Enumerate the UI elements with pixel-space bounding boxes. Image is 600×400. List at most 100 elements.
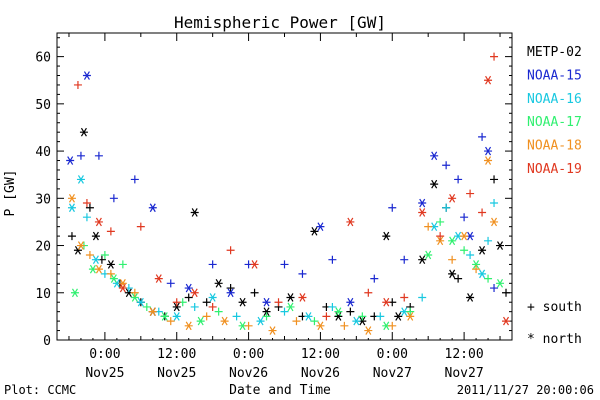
plot-credit: Plot: CCMC <box>4 383 76 397</box>
data-point-plus <box>328 255 337 264</box>
data-point-star <box>184 283 193 293</box>
x-tick-label-time: 12:00 <box>301 347 340 362</box>
series-noaa-16 <box>67 175 499 326</box>
data-point-plus <box>274 298 283 307</box>
data-point-plus <box>208 302 217 311</box>
data-point-plus <box>118 260 127 269</box>
data-point-star <box>430 179 439 189</box>
y-tick-label: 20 <box>35 240 51 255</box>
y-tick-label: 30 <box>35 192 51 207</box>
x-tick-label-date: Nov26 <box>229 366 268 381</box>
data-point-plus <box>109 194 118 203</box>
data-point-plus <box>478 208 487 217</box>
data-point-star <box>484 75 493 85</box>
data-point-plus <box>436 217 445 226</box>
data-point-plus <box>172 298 181 307</box>
data-point-plus <box>448 255 457 264</box>
legend-item-noaa-19: NOAA-19 <box>527 162 582 177</box>
data-point-star <box>418 255 427 265</box>
data-point-star <box>430 151 439 161</box>
data-point-plus <box>94 151 103 160</box>
data-point-star <box>220 316 229 326</box>
data-point-star <box>298 293 307 302</box>
data-point-plus <box>370 274 379 283</box>
data-point-star <box>382 231 391 241</box>
data-point-star <box>286 302 295 312</box>
data-point-plus <box>106 269 115 278</box>
legend-item-noaa-15: NOAA-15 <box>527 68 582 83</box>
data-point-plus <box>190 302 199 311</box>
data-point-star <box>406 312 415 321</box>
data-point-star <box>184 321 193 331</box>
data-point-plus <box>142 302 151 311</box>
plot-frame <box>56 32 513 341</box>
data-point-plus <box>130 288 139 297</box>
data-point-plus <box>136 222 145 231</box>
data-point-plus <box>100 250 109 259</box>
data-point-star <box>136 297 145 307</box>
x-tick-label-time: 0:00 <box>377 347 408 362</box>
data-point-star <box>66 156 75 165</box>
data-point-star <box>67 203 76 213</box>
data-point-star <box>94 217 103 227</box>
data-point-star <box>91 231 100 241</box>
data-point-star <box>94 264 103 274</box>
x-axis-label: Date and Time <box>229 383 331 398</box>
data-point-star <box>334 307 343 316</box>
data-point-star <box>172 312 181 321</box>
data-point-plus <box>106 227 115 236</box>
series-noaa-17 <box>70 217 505 331</box>
data-point-star <box>460 231 469 241</box>
data-point-plus <box>208 260 217 269</box>
data-point-star <box>484 156 493 165</box>
data-point-star <box>262 307 271 316</box>
y-tick-label: 60 <box>35 51 51 66</box>
data-point-plus <box>322 312 331 321</box>
data-point-plus <box>406 307 415 316</box>
data-point-plus <box>328 302 337 311</box>
data-point-star <box>418 198 427 208</box>
data-point-plus <box>478 132 487 141</box>
data-point-plus <box>226 246 235 255</box>
x-tick-label-time: 0:00 <box>89 347 120 362</box>
data-point-plus <box>226 284 235 293</box>
data-point-plus <box>82 213 91 222</box>
data-point-star <box>118 283 127 293</box>
data-point-plus <box>310 317 319 326</box>
data-point-star <box>148 307 157 316</box>
data-point-star <box>496 241 505 250</box>
legend-item-noaa-18: NOAA-18 <box>527 139 582 154</box>
data-point-star <box>76 241 85 250</box>
data-point-star <box>67 193 76 203</box>
data-point-star <box>160 312 169 321</box>
data-point-plus <box>130 175 139 184</box>
data-point-star <box>109 274 118 283</box>
data-point-plus <box>340 321 349 330</box>
data-point-star <box>334 312 343 321</box>
data-point-star <box>286 293 295 302</box>
data-point-star <box>172 302 181 312</box>
data-point-plus <box>298 269 307 278</box>
chart-title: Hemispheric Power [GW] <box>174 13 386 32</box>
data-point-star <box>79 127 88 137</box>
data-point-star <box>76 175 85 184</box>
data-point-plus <box>466 189 475 198</box>
x-tick-label-time: 12:00 <box>157 347 196 362</box>
data-point-plus <box>76 151 85 160</box>
data-point-star <box>496 279 505 288</box>
data-point-star <box>490 217 499 227</box>
data-point-star <box>190 208 199 217</box>
data-point-star <box>91 255 100 265</box>
data-point-star <box>310 227 319 236</box>
data-point-star <box>154 274 163 283</box>
series-layer <box>66 52 511 335</box>
data-point-star <box>70 288 79 298</box>
data-point-star <box>148 203 157 213</box>
data-point-star <box>346 297 355 307</box>
data-point-plus <box>184 293 193 302</box>
data-point-star <box>394 312 403 321</box>
data-point-plus <box>388 321 397 330</box>
data-point-star <box>448 236 457 246</box>
data-point-plus <box>472 265 481 274</box>
data-point-star <box>82 71 91 80</box>
